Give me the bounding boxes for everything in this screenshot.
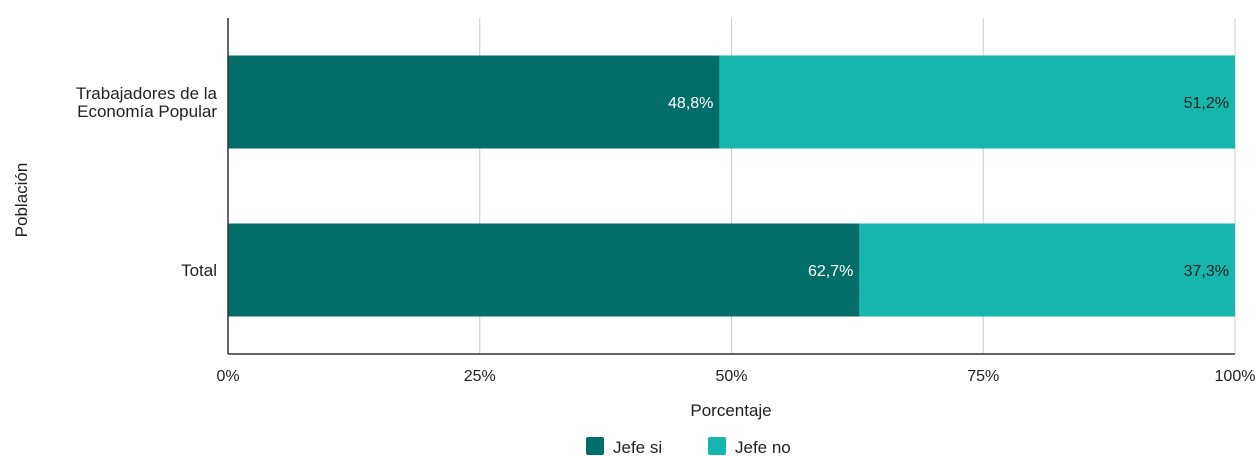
bar-segment [719, 55, 1235, 149]
x-tick-label: 50% [715, 368, 747, 385]
bar-segment [859, 223, 1235, 317]
x-tick-label: 100% [1215, 368, 1256, 385]
x-tick-label: 75% [967, 368, 999, 385]
x-tick-label: 0% [216, 368, 239, 385]
bars [228, 55, 1235, 317]
data-label: 37,3% [1184, 263, 1229, 280]
data-labels: 48,8% 51,2% 62,7% 37,3% [668, 95, 1229, 280]
data-label: 48,8% [668, 95, 713, 112]
y-tick-label: Economía Popular [77, 102, 217, 121]
bar-segment [228, 55, 720, 149]
legend-label: Jefe si [613, 438, 662, 456]
legend-swatch [586, 437, 604, 455]
legend-label: Jefe no [735, 438, 791, 456]
legend-swatch [708, 437, 726, 455]
x-tick-label: 25% [464, 368, 496, 385]
legend: Jefe si Jefe no [586, 437, 791, 456]
data-label: 62,7% [808, 263, 853, 280]
bar-segment [228, 223, 860, 317]
axes: 0% 25% 50% 75% 100% Trabajadores de laEconomí… [76, 18, 1256, 385]
x-axis-title: Porcentaje [690, 401, 771, 420]
y-axis-title: Población [12, 163, 31, 238]
data-label: 51,2% [1184, 95, 1229, 112]
y-tick-label: Total [181, 261, 217, 280]
y-tick-label: Trabajadores de la [76, 84, 218, 103]
